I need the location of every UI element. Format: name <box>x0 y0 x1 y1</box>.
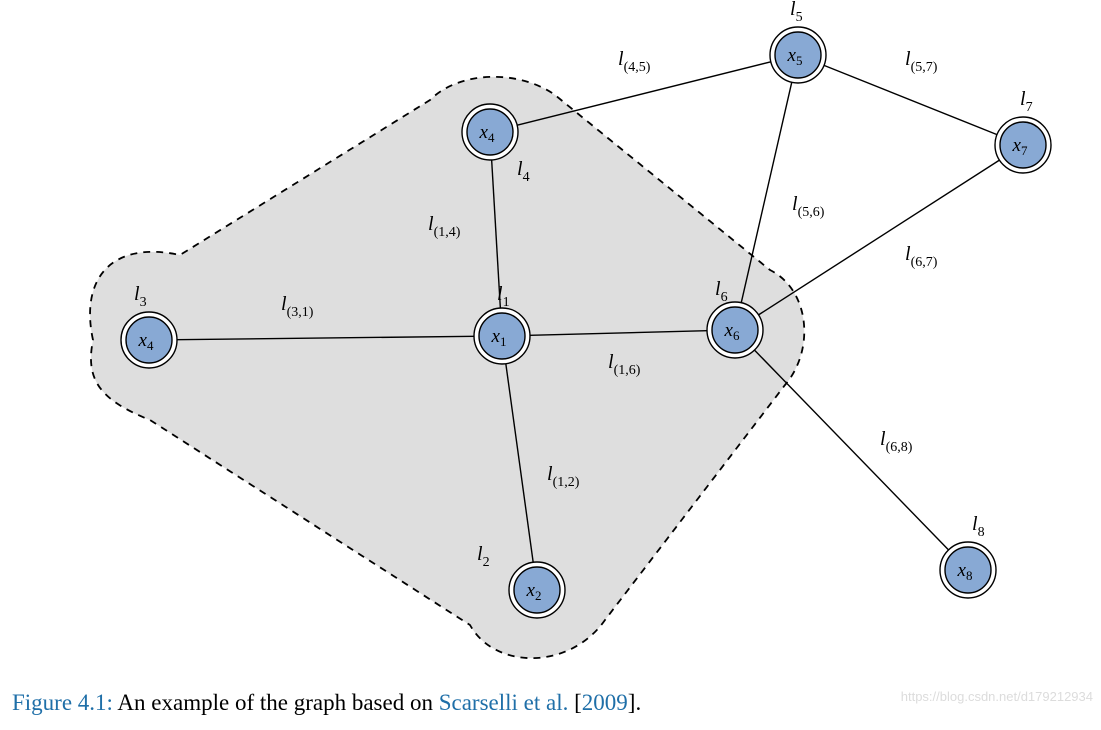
node-n3: x4 <box>121 312 177 368</box>
edge-label-n6-n7: l(6,7) <box>905 243 938 270</box>
bracket-close: ]. <box>628 690 641 715</box>
citation-author: Scarselli et al. <box>439 690 569 715</box>
bracket-open: [ <box>568 690 581 715</box>
figure-caption: Figure 4.1: An example of the graph base… <box>12 690 641 716</box>
edge-label-n6-n8: l(6,8) <box>880 428 913 455</box>
edge-label-n5-n6: l(5,6) <box>792 193 825 220</box>
node-n8: x8 <box>940 542 996 598</box>
node-n7: x7 <box>995 117 1051 173</box>
node-n6: x6 <box>707 302 763 358</box>
edge-label-n5-n7: l(5,7) <box>905 48 938 75</box>
edge-label-n4-n5: l(4,5) <box>618 48 651 75</box>
node-ext-label-n8: l8 <box>972 513 985 540</box>
highlight-region <box>90 77 804 658</box>
node-ext-label-n5: l5 <box>790 0 803 25</box>
edge-n5-n7 <box>824 65 997 134</box>
caption-text-before: An example of the graph based on <box>113 690 439 715</box>
node-n4: x4 <box>462 104 518 160</box>
figure-label: Figure 4.1: <box>12 690 113 715</box>
node-n2: x2 <box>509 562 565 618</box>
edge-n6-n8 <box>755 350 949 550</box>
node-n5: x5 <box>770 27 826 83</box>
edge-n6-n7 <box>759 160 1000 315</box>
citation-year: 2009 <box>582 690 628 715</box>
graph-diagram: l(3,1)l(1,4)l(1,2)l(1,6)l(4,5)l(5,6)l(5,… <box>0 0 1101 730</box>
watermark-text: https://blog.csdn.net/d179212934 <box>901 689 1093 704</box>
node-n1: x1 <box>474 308 530 364</box>
node-ext-label-n7: l7 <box>1020 88 1033 115</box>
